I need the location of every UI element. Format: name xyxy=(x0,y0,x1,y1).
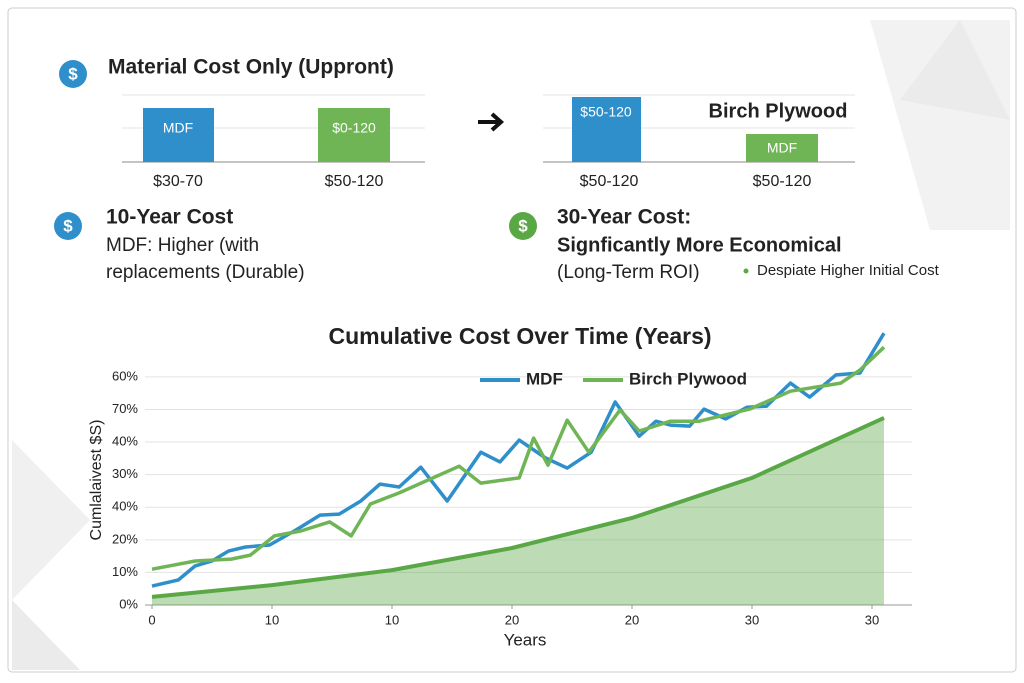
section-text: MDF: Higher (with xyxy=(106,235,259,256)
price-label: $50-120 xyxy=(325,173,384,190)
mini-bar xyxy=(572,97,641,162)
mini-bar xyxy=(143,108,214,162)
x-tick-label: 30 xyxy=(865,612,879,627)
bullet xyxy=(743,268,749,274)
y-tick-label: 0% xyxy=(119,596,138,611)
bg-shape xyxy=(900,20,1010,120)
section-title: Material Cost Only (Uppront) xyxy=(108,56,394,79)
icon xyxy=(59,60,87,88)
frame xyxy=(7,7,1017,673)
bar-label: $50-120 xyxy=(580,104,632,120)
bar-label: MDF xyxy=(163,120,193,136)
x-tick-label: 20 xyxy=(625,612,639,627)
icon xyxy=(509,212,537,240)
bullet-text: Despiate Higher Initial Cost xyxy=(757,262,940,279)
price-label: $50-120 xyxy=(753,173,812,190)
y-axis-label: Cumlalaivest $S) xyxy=(88,420,105,541)
x-tick-label: 30 xyxy=(745,612,759,627)
arrow xyxy=(478,112,505,132)
bg-shape xyxy=(12,440,90,600)
x-tick-label: 20 xyxy=(505,612,519,627)
price-label: $30-70 xyxy=(153,173,203,190)
x-axis-label: Years xyxy=(504,630,547,649)
y-tick-label: 10% xyxy=(112,564,138,579)
y-tick-label: 30% xyxy=(112,466,138,481)
section-text: replacements (Durable) xyxy=(106,262,305,283)
legend-label: MDF xyxy=(526,369,563,388)
section-title: 30-Year Cost: xyxy=(557,206,691,229)
y-tick-label: 60% xyxy=(112,368,138,383)
chart-title: Cumulative Cost Over Time (Years) xyxy=(328,323,711,349)
legend-label: Birch Plywood xyxy=(629,369,747,388)
bg-shape xyxy=(12,600,80,670)
x-tick-label: 10 xyxy=(385,612,399,627)
plot: 0% 10% 20% 40% 30% 40% 70% 60% 0 10 10 20 20 30 30 MDF B… xyxy=(112,332,912,627)
bar-note: Birch Plywood xyxy=(709,100,848,122)
bar-label: MDF xyxy=(767,140,797,156)
section-title: 10-Year Cost xyxy=(106,206,233,229)
x-tick-label: 0 xyxy=(148,612,155,627)
y-tick-label: 40% xyxy=(112,433,138,448)
mini-bar xyxy=(746,134,818,162)
x-tick-label: 10 xyxy=(265,612,279,627)
bar-label: $0-120 xyxy=(332,120,376,136)
icon-symbol: $ xyxy=(68,64,78,83)
icon-symbol: $ xyxy=(63,216,73,235)
mini-bar xyxy=(318,108,390,162)
y-tick-label: 40% xyxy=(112,499,138,514)
icon-symbol: $ xyxy=(518,216,528,235)
icon xyxy=(54,212,82,240)
area xyxy=(152,417,884,605)
y-tick-label: 20% xyxy=(112,531,138,546)
price-label: $50-120 xyxy=(580,173,639,190)
area-line xyxy=(151,416,885,599)
section-text: Signficantly More Economical xyxy=(557,234,842,256)
line xyxy=(151,345,886,571)
section-text: (Long-Term ROI) xyxy=(557,262,700,283)
y-tick-label: 70% xyxy=(112,401,138,416)
